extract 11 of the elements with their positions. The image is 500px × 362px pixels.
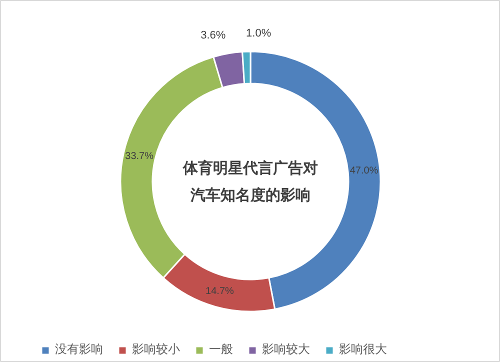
data-label: 14.7% <box>206 286 234 297</box>
legend-label: 影响较大 <box>262 341 310 358</box>
legend-label: 一般 <box>209 341 233 358</box>
legend-label: 没有影响 <box>55 341 103 358</box>
legend-label: 影响较小 <box>132 341 180 358</box>
legend-label: 影响很大 <box>339 341 387 358</box>
text: 体育明星代言广告对汽车知名度的影响 <box>182 159 318 204</box>
data-label: 47.0% <box>350 165 378 176</box>
data-label: 1.0% <box>246 28 272 40</box>
data-label: 33.7% <box>125 150 154 162</box>
data-label: 3.6% <box>200 30 226 42</box>
